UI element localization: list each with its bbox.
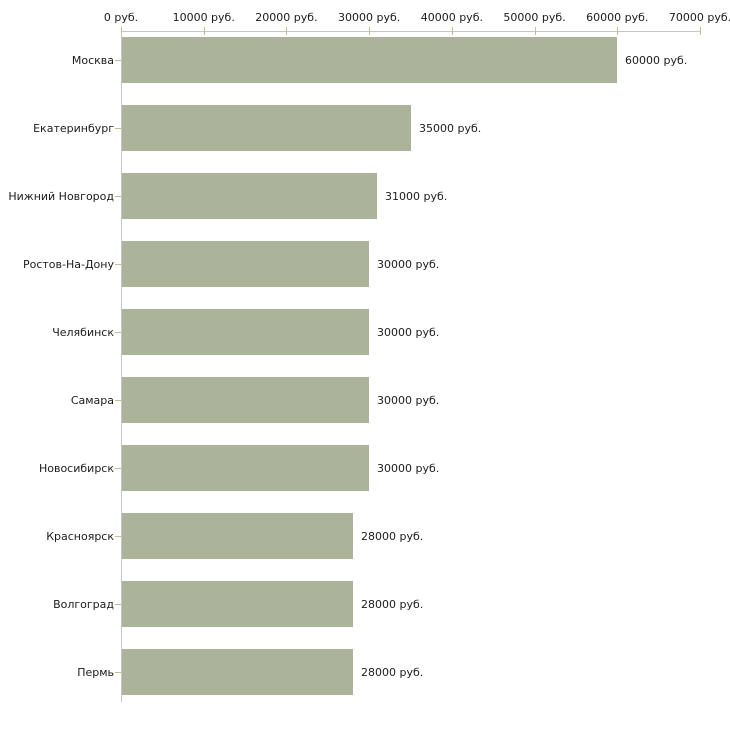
- category-label: Пермь: [77, 665, 114, 679]
- x-axis-tick-label: 30000 руб.: [338, 11, 401, 24]
- category-label: Самара: [70, 393, 114, 407]
- bar: [122, 513, 353, 559]
- bar-value-label: 30000 руб.: [377, 325, 440, 339]
- category-label: Екатеринбург: [33, 121, 114, 135]
- x-axis-tick-mark: [617, 27, 619, 35]
- x-axis-line: [121, 31, 701, 32]
- bar: [122, 173, 377, 219]
- x-axis-tick-label: 0 руб.: [103, 11, 139, 24]
- category-tick-mark: [115, 332, 121, 333]
- x-axis-tick-mark: [534, 27, 536, 35]
- bar-row: Новосибирск 30000 руб.: [0, 445, 730, 491]
- bar-value-label: 31000 руб.: [385, 189, 448, 203]
- category-label: Москва: [71, 53, 114, 67]
- bar-row: Ростов-На-Дону 30000 руб.: [0, 241, 730, 287]
- x-axis-tick-mark: [369, 27, 371, 35]
- category-tick-mark: [115, 672, 121, 673]
- category-label: Ростов-На-Дону: [22, 257, 114, 271]
- category-tick-mark: [115, 264, 121, 265]
- bar-row: Екатеринбург 35000 руб.: [0, 105, 730, 151]
- bar: [122, 309, 369, 355]
- bar-row: Москва 60000 руб.: [0, 37, 730, 83]
- bar: [122, 37, 617, 83]
- category-tick-mark: [115, 196, 121, 197]
- bar-value-label: 28000 руб.: [361, 529, 424, 543]
- bar: [122, 649, 353, 695]
- x-axis-tick-label: 40000 руб.: [420, 11, 483, 24]
- category-tick-mark: [115, 468, 121, 469]
- category-label: Волгоград: [53, 597, 114, 611]
- bar-row: Пермь 28000 руб.: [0, 649, 730, 695]
- bar: [122, 445, 369, 491]
- bar-value-label: 30000 руб.: [377, 461, 440, 475]
- category-label: Новосибирск: [38, 461, 114, 475]
- x-axis-tick-label: 70000 руб.: [668, 11, 730, 24]
- bar-value-label: 35000 руб.: [419, 121, 482, 135]
- bar: [122, 581, 353, 627]
- bar: [122, 377, 369, 423]
- category-label: Нижний Новгород: [8, 189, 114, 203]
- x-axis-tick-mark: [451, 27, 453, 35]
- category-tick-mark: [115, 604, 121, 605]
- bar-row: Красноярск 28000 руб.: [0, 513, 730, 559]
- category-tick-mark: [115, 536, 121, 537]
- x-axis-tick-label: 20000 руб.: [255, 11, 318, 24]
- bar-value-label: 30000 руб.: [377, 257, 440, 271]
- category-tick-mark: [115, 128, 121, 129]
- bar-value-label: 30000 руб.: [377, 393, 440, 407]
- bar-value-label: 28000 руб.: [361, 597, 424, 611]
- x-axis-tick-label: 50000 руб.: [503, 11, 566, 24]
- x-axis-tick-mark: [121, 27, 122, 35]
- category-tick-mark: [115, 400, 121, 401]
- x-axis-tick-mark: [700, 27, 701, 35]
- bar: [122, 105, 411, 151]
- category-tick-mark: [115, 60, 121, 61]
- x-axis-tick-label: 10000 руб.: [172, 11, 235, 24]
- x-axis-tick-label: 60000 руб.: [586, 11, 649, 24]
- bar-row: Волгоград 28000 руб.: [0, 581, 730, 627]
- x-axis-tick-mark: [286, 27, 288, 35]
- category-label: Челябинск: [52, 325, 114, 339]
- x-axis-tick-mark: [203, 27, 205, 35]
- bar-value-label: 28000 руб.: [361, 665, 424, 679]
- bar: [122, 241, 369, 287]
- bar-value-label: 60000 руб.: [625, 53, 688, 67]
- bar-row: Нижний Новгород 31000 руб.: [0, 173, 730, 219]
- y-axis-line: [121, 31, 122, 702]
- category-label: Красноярск: [46, 529, 114, 543]
- bar-row: Челябинск 30000 руб.: [0, 309, 730, 355]
- bar-row: Самара 30000 руб.: [0, 377, 730, 423]
